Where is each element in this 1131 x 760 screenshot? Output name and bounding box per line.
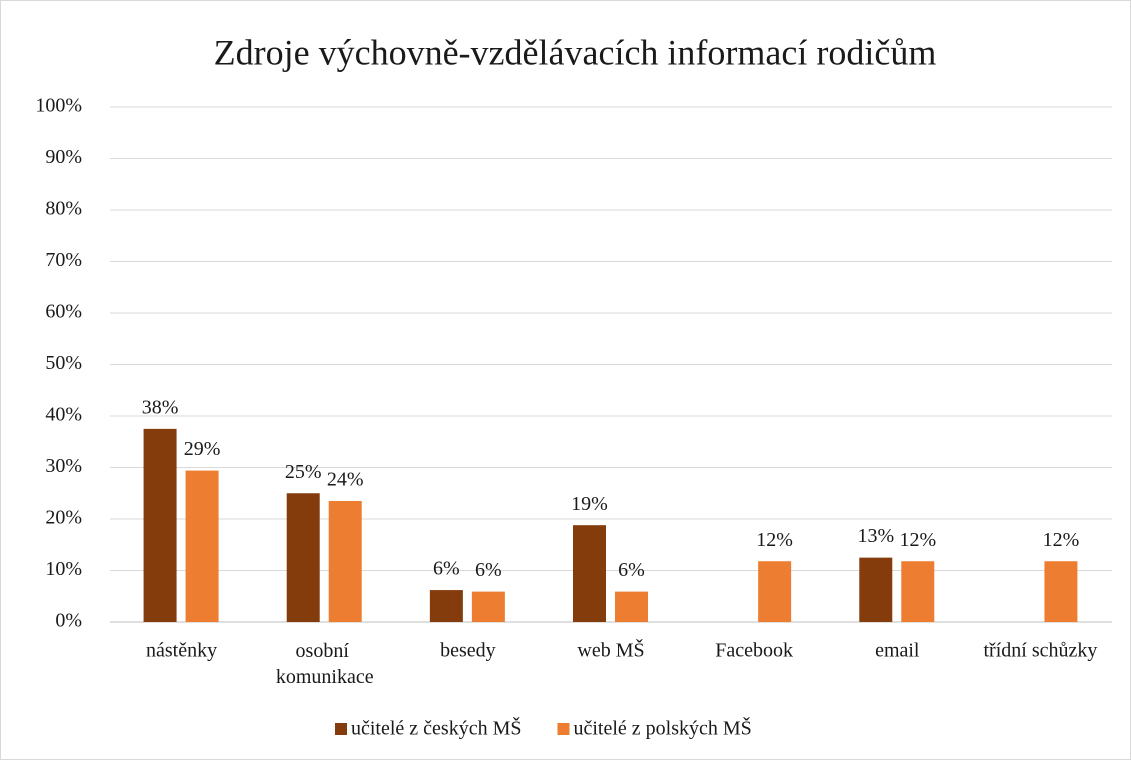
data-label: 19%	[571, 493, 608, 515]
bar	[185, 470, 219, 622]
y-tick-label: 80%	[45, 198, 82, 220]
data-label: 29%	[184, 438, 221, 460]
bar	[758, 561, 792, 622]
data-label: 6%	[618, 559, 645, 581]
y-tick-label: 20%	[45, 507, 82, 529]
bar	[328, 500, 362, 622]
data-label: 24%	[327, 469, 364, 491]
data-label: 12%	[756, 529, 793, 551]
y-tick-label: 30%	[45, 455, 82, 477]
legend-swatch	[335, 723, 347, 735]
bar	[286, 493, 320, 622]
chart-title: Zdroje výchovně-vzdělávacích informací r…	[214, 32, 937, 72]
x-tick-label: web MŠ	[577, 638, 644, 662]
data-label: 38%	[142, 396, 179, 418]
bar	[901, 561, 935, 622]
y-tick-label: 90%	[45, 146, 82, 168]
data-label: 25%	[285, 461, 322, 483]
legend-swatch	[557, 723, 570, 735]
x-tick-label: třídní schůzky	[983, 640, 1097, 662]
legend-label: učitelé z polských MŠ	[574, 716, 752, 740]
x-tick-label: osobní komunikace	[276, 640, 374, 688]
data-label: 12%	[899, 529, 936, 551]
bar	[429, 590, 463, 622]
bar	[859, 557, 893, 622]
y-tick-label: 10%	[45, 558, 82, 580]
y-tick-label: 0%	[55, 610, 82, 632]
bar	[615, 591, 648, 622]
legend-label: učitelé z českých MŠ	[351, 716, 522, 740]
y-tick-label: 100%	[35, 95, 82, 117]
bar	[471, 591, 505, 622]
y-tick-label: 60%	[45, 301, 82, 323]
bar	[573, 525, 606, 622]
bar	[1044, 561, 1078, 622]
x-tick-label: besedy	[440, 640, 496, 662]
bar	[143, 428, 177, 622]
x-tick-label: email	[875, 640, 920, 662]
y-tick-label: 40%	[45, 404, 82, 426]
x-tick-label: Facebook	[715, 640, 793, 662]
data-label: 13%	[857, 525, 894, 547]
data-label: 12%	[1043, 529, 1080, 551]
y-tick-label: 70%	[45, 249, 82, 271]
data-label: 6%	[433, 558, 460, 580]
y-tick-label: 50%	[45, 352, 82, 374]
x-tick-label: nástěnky	[146, 640, 217, 662]
data-label: 6%	[475, 559, 502, 581]
